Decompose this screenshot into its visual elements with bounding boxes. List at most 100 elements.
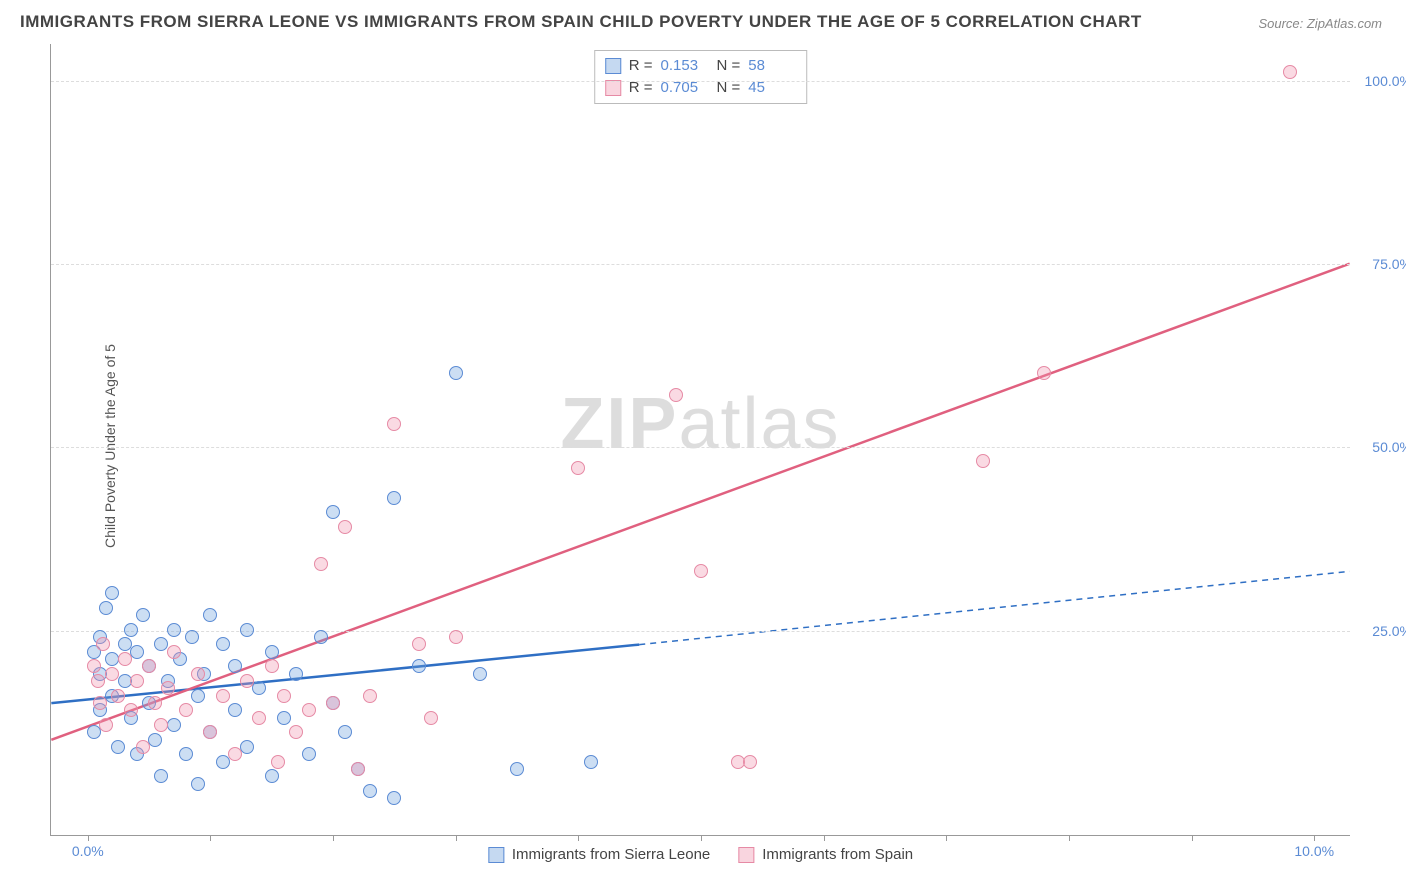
data-point bbox=[167, 623, 181, 637]
data-point bbox=[473, 667, 487, 681]
data-point bbox=[96, 637, 110, 651]
data-point bbox=[228, 703, 242, 717]
data-point bbox=[277, 689, 291, 703]
data-point bbox=[252, 681, 266, 695]
y-tick-label: 25.0% bbox=[1372, 623, 1406, 639]
r-value-sierra-leone: 0.153 bbox=[661, 55, 709, 77]
data-point bbox=[449, 630, 463, 644]
x-tick bbox=[946, 835, 947, 841]
stats-legend: R = 0.153 N = 58 R = 0.705 N = 45 bbox=[594, 50, 808, 104]
data-point bbox=[216, 689, 230, 703]
data-point bbox=[240, 674, 254, 688]
data-point bbox=[449, 366, 463, 380]
data-point bbox=[351, 762, 365, 776]
data-point bbox=[142, 659, 156, 673]
data-point bbox=[240, 740, 254, 754]
x-tick bbox=[210, 835, 211, 841]
x-tick bbox=[88, 835, 89, 841]
data-point bbox=[363, 784, 377, 798]
data-point bbox=[179, 703, 193, 717]
data-point bbox=[228, 747, 242, 761]
legend-item-sierra-leone: Immigrants from Sierra Leone bbox=[488, 846, 710, 863]
data-point bbox=[326, 505, 340, 519]
data-point bbox=[694, 564, 708, 578]
data-point bbox=[252, 711, 266, 725]
data-point bbox=[216, 637, 230, 651]
swatch-pink-icon bbox=[605, 80, 621, 96]
data-point bbox=[179, 747, 193, 761]
data-point bbox=[387, 491, 401, 505]
data-point bbox=[302, 703, 316, 717]
scatter-plot: ZIPatlas R = 0.153 N = 58 R = 0.705 N = … bbox=[50, 44, 1350, 836]
data-point bbox=[1283, 65, 1297, 79]
chart-title: IMMIGRANTS FROM SIERRA LEONE VS IMMIGRAN… bbox=[20, 12, 1142, 32]
x-tick bbox=[701, 835, 702, 841]
data-point bbox=[93, 696, 107, 710]
data-point bbox=[130, 645, 144, 659]
data-point bbox=[338, 520, 352, 534]
y-tick-label: 100.0% bbox=[1365, 73, 1406, 89]
data-point bbox=[265, 769, 279, 783]
data-point bbox=[510, 762, 524, 776]
data-point bbox=[976, 454, 990, 468]
data-point bbox=[240, 623, 254, 637]
data-point bbox=[136, 608, 150, 622]
data-point bbox=[387, 417, 401, 431]
data-point bbox=[1037, 366, 1051, 380]
x-tick bbox=[1314, 835, 1315, 841]
data-point bbox=[191, 777, 205, 791]
data-point bbox=[571, 461, 585, 475]
legend-item-spain: Immigrants from Spain bbox=[738, 846, 913, 863]
x-tick-label: 10.0% bbox=[1294, 843, 1334, 859]
data-point bbox=[111, 740, 125, 754]
data-point bbox=[136, 740, 150, 754]
data-point bbox=[265, 659, 279, 673]
x-tick bbox=[456, 835, 457, 841]
data-point bbox=[148, 696, 162, 710]
data-point bbox=[105, 667, 119, 681]
series-legend: Immigrants from Sierra Leone Immigrants … bbox=[488, 846, 913, 863]
data-point bbox=[130, 674, 144, 688]
data-point bbox=[203, 725, 217, 739]
data-point bbox=[326, 696, 340, 710]
data-point bbox=[167, 718, 181, 732]
data-point bbox=[271, 755, 285, 769]
data-point bbox=[203, 608, 217, 622]
data-point bbox=[584, 755, 598, 769]
legend-label: Immigrants from Sierra Leone bbox=[512, 846, 710, 863]
data-point bbox=[424, 711, 438, 725]
data-point bbox=[185, 630, 199, 644]
data-point bbox=[363, 689, 377, 703]
data-point bbox=[669, 388, 683, 402]
r-label: R = bbox=[629, 55, 653, 77]
gridline bbox=[51, 447, 1350, 448]
gridline bbox=[51, 81, 1350, 82]
data-point bbox=[111, 689, 125, 703]
data-point bbox=[191, 689, 205, 703]
data-point bbox=[387, 791, 401, 805]
x-tick-label: 0.0% bbox=[72, 843, 104, 859]
data-point bbox=[118, 652, 132, 666]
data-point bbox=[148, 733, 162, 747]
x-tick bbox=[1069, 835, 1070, 841]
n-value-sierra-leone: 58 bbox=[748, 55, 796, 77]
n-label: N = bbox=[717, 55, 741, 77]
source-attribution: Source: ZipAtlas.com bbox=[1258, 16, 1382, 31]
x-tick bbox=[333, 835, 334, 841]
x-tick bbox=[578, 835, 579, 841]
data-point bbox=[191, 667, 205, 681]
data-point bbox=[124, 703, 138, 717]
swatch-blue-icon bbox=[605, 58, 621, 74]
data-point bbox=[302, 747, 316, 761]
data-point bbox=[412, 659, 426, 673]
data-point bbox=[338, 725, 352, 739]
data-point bbox=[265, 645, 279, 659]
data-point bbox=[99, 718, 113, 732]
data-point bbox=[154, 718, 168, 732]
swatch-pink-icon bbox=[738, 847, 754, 863]
data-point bbox=[314, 630, 328, 644]
data-point bbox=[154, 769, 168, 783]
data-point bbox=[99, 601, 113, 615]
legend-label: Immigrants from Spain bbox=[762, 846, 913, 863]
data-point bbox=[167, 645, 181, 659]
